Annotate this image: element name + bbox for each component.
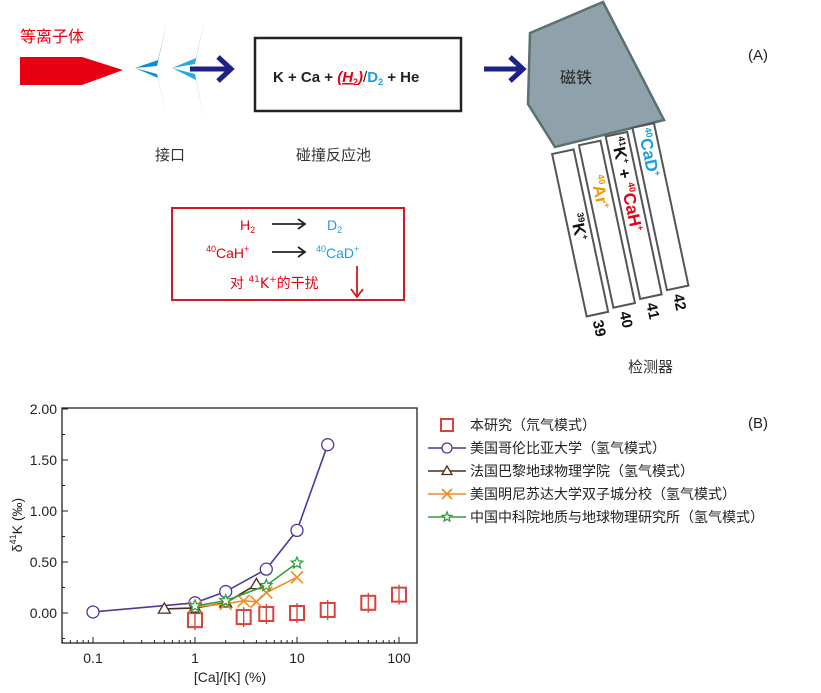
- y-tick-label: 2.00: [30, 401, 57, 417]
- legend-marker: [441, 442, 453, 454]
- legend-label: 本研究（氘气模式）: [470, 418, 596, 434]
- slit-mass-number: 39: [589, 319, 609, 339]
- series-1: [86, 438, 335, 619]
- cell-equation: K + Ca + (H2)/D2 + He: [273, 69, 419, 87]
- data-point: [259, 586, 273, 600]
- data-point: [187, 598, 203, 613]
- arrow-icon: [272, 218, 307, 230]
- detector-label: 检测器: [628, 358, 673, 376]
- slit-mass-number: 42: [669, 292, 689, 312]
- x-axis-label: [Ca]/[K] (%): [194, 669, 266, 685]
- panel-b-label: (B): [748, 415, 768, 432]
- data-point: [259, 562, 273, 576]
- data-point: [391, 586, 407, 603]
- data-point: [319, 601, 336, 618]
- slit-mass-number: 40: [616, 310, 636, 330]
- chart: 0.00 0.50 1.00 1.50 2.00 0.1 1 10 100: [30, 401, 418, 666]
- series-line: [194, 576, 298, 608]
- plasma-beam-icon: [20, 57, 123, 85]
- y-tick-label: 1.00: [30, 503, 57, 519]
- data-point: [360, 594, 377, 611]
- data-point: [258, 606, 275, 623]
- x-tick-label: 10: [289, 650, 305, 666]
- arrow-icon: [484, 55, 527, 83]
- series-line: [194, 562, 298, 607]
- data-point: [218, 593, 234, 607]
- detector-slit-39: [550, 148, 610, 318]
- y-tick-label: 1.50: [30, 452, 57, 468]
- data-point: [235, 609, 252, 626]
- data-point: [290, 523, 304, 538]
- detector-slit-42: [631, 121, 690, 292]
- y-tick-label: 0.00: [30, 605, 57, 621]
- legend-label: 中国中科院地质与地球物理研究所（氢气模式）: [470, 510, 764, 526]
- x-tick-label: 1: [191, 650, 199, 666]
- data-point: [86, 605, 100, 619]
- legend-item: 本研究（氘气模式）: [440, 418, 596, 434]
- magnet-shape: [526, 0, 666, 149]
- legend-label: 法国巴黎地球物理学院（氢气模式）: [470, 464, 694, 480]
- decrease-arrow-icon: [350, 266, 364, 299]
- arrow-icon: [272, 246, 307, 258]
- reaction-h2: H2: [240, 217, 255, 235]
- data-point: [321, 438, 335, 452]
- x-tick-label: 0.1: [83, 650, 103, 666]
- x-tick-label: 100: [387, 650, 411, 666]
- detector-slit-41: [604, 130, 663, 301]
- reaction-cah: 40CaH+: [206, 244, 249, 261]
- series-line: [92, 444, 329, 613]
- legend: 本研究（氘气模式） 美国哥伦比亚大学（氢气模式） 法国巴黎地球物理学院（氢气模式） 美…: [428, 418, 764, 526]
- plot-frame: [61, 407, 418, 644]
- slit-ion-label: 40Ar+: [587, 173, 613, 210]
- slit-ion-label: 39K+: [566, 211, 590, 242]
- legend-marker: [440, 464, 454, 476]
- interference-note: 对 41K+的干扰: [230, 275, 319, 292]
- reaction-d2: D2: [327, 217, 342, 235]
- legend-marker: [440, 418, 454, 432]
- plasma-label: 等离子体: [20, 27, 84, 46]
- series-4: [187, 555, 305, 613]
- legend-item: 中国中科院地质与地球物理研究所（氢气模式）: [428, 510, 764, 526]
- collision-cell-label: 碰撞反应池: [296, 146, 371, 164]
- legend-marker: [441, 488, 453, 500]
- data-point: [237, 594, 251, 608]
- data-point: [290, 570, 304, 584]
- legend-item: 美国哥伦比亚大学（氢气模式）: [428, 441, 666, 457]
- collision-cell-box: [253, 36, 463, 113]
- slit-mass-number: 41: [642, 301, 662, 321]
- legend-label: 美国明尼苏达大学双子城分校（氢气模式）: [470, 486, 736, 503]
- legend-item: 美国明尼苏达大学双子城分校（氢气模式）: [428, 486, 736, 503]
- interface-cones-icon: [135, 18, 205, 124]
- interference-box: [171, 207, 405, 301]
- series-2: [157, 577, 264, 614]
- legend-marker: [440, 510, 454, 523]
- magnet-label: 磁铁: [560, 68, 592, 87]
- data-point: [157, 601, 172, 614]
- detector-slit-40: [577, 139, 637, 309]
- data-point: [289, 605, 305, 621]
- y-tick-label: 0.50: [30, 554, 57, 570]
- y-axis-label: δ41K (‰): [8, 498, 25, 552]
- arrow-icon: [190, 55, 235, 83]
- legend-label: 美国哥伦比亚大学（氢气模式）: [470, 441, 666, 457]
- panel-a-label: (A): [748, 47, 768, 64]
- reaction-cad: 40CaD+: [316, 244, 359, 261]
- data-point: [187, 612, 203, 629]
- series-0: [187, 584, 407, 631]
- data-point: [258, 577, 274, 592]
- legend-item: 法国巴黎地球物理学院（氢气模式）: [428, 464, 694, 480]
- data-point: [289, 555, 305, 570]
- interface-label: 接口: [155, 146, 185, 164]
